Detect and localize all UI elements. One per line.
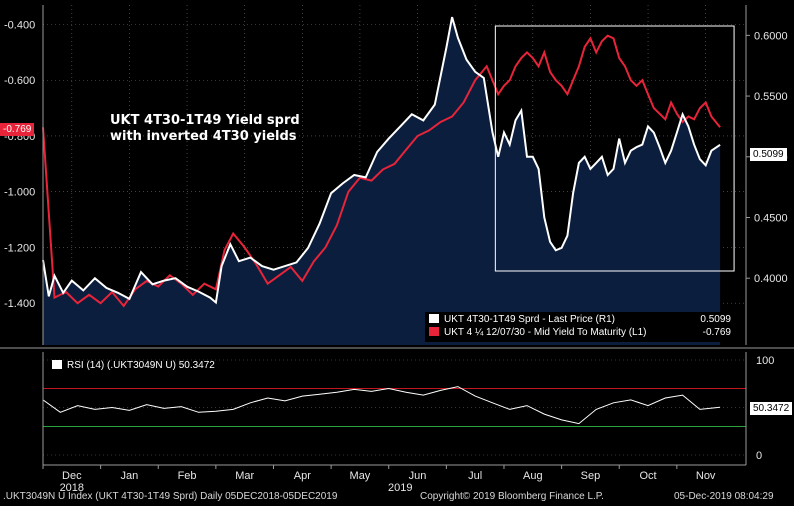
rsi-tick-label: 100 — [756, 355, 774, 367]
x-tick-label: Jul — [468, 470, 482, 482]
left-tick-label: -0.600 — [4, 75, 35, 87]
legend-swatch-spread — [429, 314, 439, 323]
left-last-value-badge: -0.769 — [0, 123, 35, 136]
right-tick-label: 0.4000 — [754, 273, 788, 285]
x-tick-label: Nov — [696, 470, 716, 482]
x-tick-label: Mar — [235, 470, 254, 482]
legend-item-spread: UKT 4T30-1T49 Sprd - Last Price (R1) 0.5… — [429, 314, 737, 327]
right-tick-label: 0.4500 — [754, 213, 788, 225]
x-axis: Dec Jan Feb Mar Apr May Jun Jul Aug Sep Oct Nov 2018… — [42, 464, 746, 494]
left-axis: -0.400-0.600-0.800-1.000-1.200-1.400 — [4, 5, 44, 345]
x-tick-label: Sep — [581, 470, 601, 482]
annotation-line-2: with inverted 4T30 yields — [110, 129, 297, 144]
x-tick-label: Aug — [523, 470, 543, 482]
legend-value-yield: -0.769 — [702, 327, 731, 338]
legend-value-spread: 0.5099 — [700, 314, 731, 325]
x-tick-label: Apr — [294, 470, 311, 482]
footer-copyright: Copyright© 2019 Bloomberg Finance L.P. — [420, 491, 604, 502]
rsi-series-line — [42, 386, 721, 425]
legend-label-spread: UKT 4T30-1T49 Sprd - Last Price (R1) — [444, 314, 615, 325]
left-tick-label: -1.400 — [4, 298, 35, 310]
x-tick-label: May — [350, 470, 371, 482]
yield-series-line — [42, 34, 721, 308]
rsi-legend: RSI (14) (.UKT3049N U) 50.3472 — [52, 360, 215, 371]
x-tick-label: Oct — [639, 470, 656, 482]
main-gridlines — [43, 5, 746, 345]
left-tick-label: -0.400 — [4, 20, 35, 32]
x-tick-label: Feb — [178, 470, 197, 482]
x-tick-label: Jun — [409, 470, 427, 482]
chart-annotation: UKT 4T30-1T49 Yield sprd with inverted 4… — [110, 113, 300, 145]
right-tick-label: 0.5500 — [754, 91, 788, 103]
x-tick-label: Dec — [62, 470, 82, 482]
year-label: 2019 — [388, 482, 412, 494]
left-tick-label: -1.000 — [4, 187, 35, 199]
left-tick-label: -1.200 — [4, 242, 35, 254]
rsi-last-value-badge: 50.3472 — [750, 402, 793, 415]
legend: UKT 4T30-1T49 Sprd - Last Price (R1) 0.5… — [425, 312, 737, 342]
rsi-legend-label: RSI (14) (.UKT3049N U) 50.3472 — [67, 360, 215, 371]
legend-swatch-yield — [429, 327, 439, 336]
annotation-line-1: UKT 4T30-1T49 Yield sprd — [110, 113, 300, 128]
rsi-tick-label: 0 — [756, 450, 762, 462]
x-tick-label: Jan — [121, 470, 139, 482]
right-tick-label: 0.6000 — [754, 30, 788, 42]
footer-ticker: .UKT3049N U Index (UKT 4T30-1T49 Sprd) D… — [3, 491, 338, 502]
legend-item-yield: UKT 4 ¼ 12/07/30 - Mid Yield To Maturity… — [429, 327, 737, 340]
footer-timestamp: 05-Dec-2019 08:04:29 — [674, 491, 774, 502]
spread-series-line — [42, 16, 721, 305]
rsi-legend-swatch — [52, 360, 62, 369]
highlight-box — [494, 25, 735, 272]
rsi-gridlines — [43, 359, 746, 456]
right-last-value-badge: 0.5099 — [750, 148, 787, 161]
year-label: 2018 — [60, 482, 84, 494]
legend-label-yield: UKT 4 ¼ 12/07/30 - Mid Yield To Maturity… — [444, 327, 647, 338]
spread-area — [43, 17, 721, 345]
